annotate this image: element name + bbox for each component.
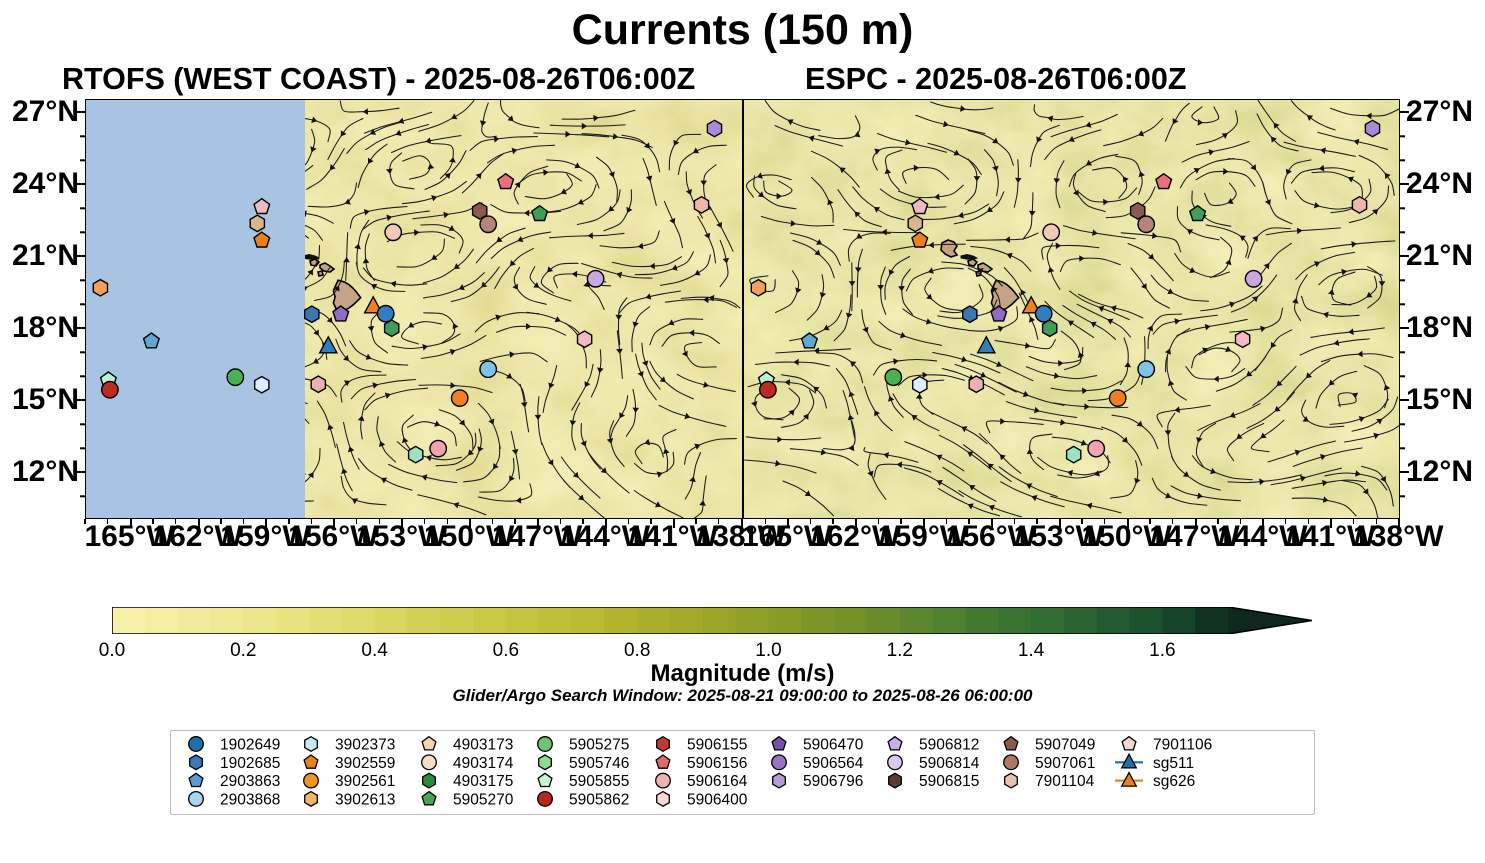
svg-text:5907061: 5907061 xyxy=(1035,755,1095,772)
svg-text:3902613: 3902613 xyxy=(335,791,395,808)
svg-text:5906400: 5906400 xyxy=(687,791,748,808)
svg-text:5905855: 5905855 xyxy=(569,773,629,790)
svg-text:5906812: 5906812 xyxy=(919,737,979,754)
svg-text:5906470: 5906470 xyxy=(803,737,864,754)
svg-text:5906164: 5906164 xyxy=(687,773,748,790)
svg-text:2903868: 2903868 xyxy=(220,791,280,808)
svg-text:5906796: 5906796 xyxy=(803,773,863,790)
svg-text:5906155: 5906155 xyxy=(687,737,747,754)
svg-text:7901106: 7901106 xyxy=(1153,737,1212,754)
svg-text:5906815: 5906815 xyxy=(919,773,979,790)
svg-text:4903175: 4903175 xyxy=(453,773,513,790)
svg-text:5905746: 5905746 xyxy=(569,755,629,772)
svg-text:3902373: 3902373 xyxy=(335,737,395,754)
svg-text:5906814: 5906814 xyxy=(919,755,980,772)
svg-text:2903863: 2903863 xyxy=(220,773,280,790)
svg-text:1902685: 1902685 xyxy=(220,755,280,772)
svg-text:3902561: 3902561 xyxy=(335,773,395,790)
svg-text:5906156: 5906156 xyxy=(687,755,747,772)
svg-text:5907049: 5907049 xyxy=(1035,737,1095,754)
svg-text:4903174: 4903174 xyxy=(453,755,514,772)
svg-text:5905862: 5905862 xyxy=(569,791,629,808)
svg-text:sg511: sg511 xyxy=(1153,755,1194,772)
svg-text:5906564: 5906564 xyxy=(803,755,864,772)
svg-text:1902649: 1902649 xyxy=(220,737,280,754)
svg-text:7901104: 7901104 xyxy=(1035,773,1095,790)
svg-text:4903173: 4903173 xyxy=(453,737,513,754)
svg-text:5905270: 5905270 xyxy=(453,791,514,808)
svg-text:sg626: sg626 xyxy=(1153,773,1195,790)
svg-text:3902559: 3902559 xyxy=(335,755,395,772)
svg-text:5905275: 5905275 xyxy=(569,737,629,754)
